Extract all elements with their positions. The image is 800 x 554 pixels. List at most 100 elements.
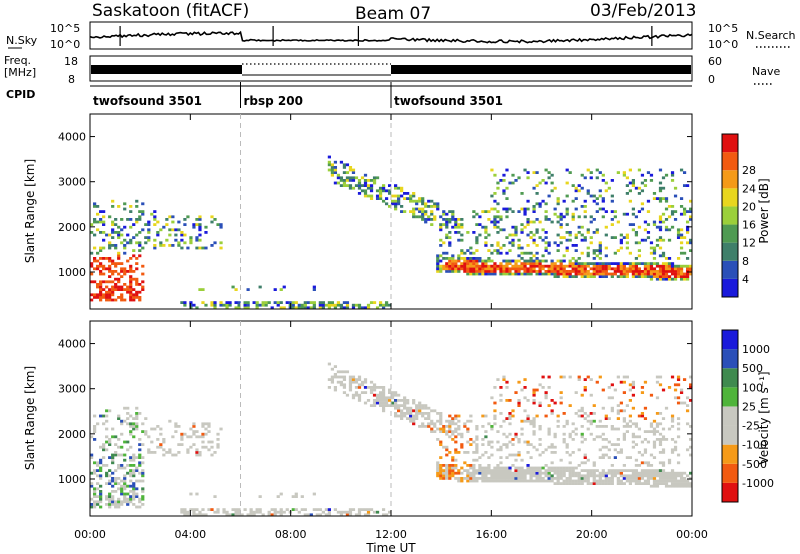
echo-cell xyxy=(508,471,512,475)
echo-cell xyxy=(643,270,648,273)
echo-cell xyxy=(658,199,663,203)
echo-cell xyxy=(445,270,449,273)
echo-cell xyxy=(90,272,94,276)
echo-cell xyxy=(123,497,127,501)
echo-cell xyxy=(303,513,307,517)
echo-cell xyxy=(394,401,398,405)
echo-cell xyxy=(673,471,678,475)
echo-cell xyxy=(357,179,362,182)
echo-cell xyxy=(433,409,437,413)
echo-cell xyxy=(99,264,103,268)
echo-cell xyxy=(550,409,554,413)
echo-cell xyxy=(529,456,533,459)
echo-cell xyxy=(652,419,657,423)
echo-cell xyxy=(378,197,383,200)
echo-cell xyxy=(544,474,548,478)
echo-cell xyxy=(496,448,500,452)
echo-cell xyxy=(589,171,593,174)
echo-cell xyxy=(339,306,344,310)
echo-cell xyxy=(129,456,133,459)
echo-cell xyxy=(556,275,560,278)
echo-cell xyxy=(360,184,365,187)
echo-cell xyxy=(676,257,681,260)
echo-cell xyxy=(616,417,620,420)
echo-cell xyxy=(523,440,527,444)
echo-cell xyxy=(451,225,455,229)
echo-cell xyxy=(318,301,322,304)
echo-cell xyxy=(430,409,434,413)
echo-cell xyxy=(658,471,663,475)
echo-cell xyxy=(372,388,377,392)
echo-cell xyxy=(436,419,440,423)
echo-cell xyxy=(526,466,530,470)
echo-cell xyxy=(391,393,395,397)
echo-cell xyxy=(96,283,100,286)
echo-cell xyxy=(571,430,575,433)
echo-cell xyxy=(159,427,163,431)
echo-cell xyxy=(436,461,440,465)
echo-cell xyxy=(436,469,440,472)
echo-cell xyxy=(487,257,491,260)
echo-cell xyxy=(514,262,518,265)
echo-cell xyxy=(177,443,181,446)
echo-cell xyxy=(451,471,455,475)
echo-cell xyxy=(481,469,485,472)
echo-cell xyxy=(535,466,539,470)
echo-cell xyxy=(117,233,121,237)
echo-cell xyxy=(108,241,112,245)
echo-cell xyxy=(580,267,584,271)
colorbar-tick-label: 20 xyxy=(742,200,756,213)
echo-cell xyxy=(523,207,527,211)
echo-cell xyxy=(99,257,103,260)
echo-cell xyxy=(670,417,675,420)
echo-cell xyxy=(466,464,470,467)
colorbar-tick-label: 500 xyxy=(742,362,763,375)
echo-cell xyxy=(556,272,560,276)
echo-cell xyxy=(384,401,389,405)
echo-cell xyxy=(682,251,687,255)
echo-cell xyxy=(574,275,578,278)
echo-cell xyxy=(102,443,106,446)
echo-cell xyxy=(384,399,389,402)
echo-cell xyxy=(111,495,115,498)
echo-cell xyxy=(123,270,127,273)
echo-cell xyxy=(457,259,461,263)
echo-cell xyxy=(565,231,569,234)
echo-cell xyxy=(108,215,112,219)
echo-cell xyxy=(99,298,103,302)
echo-cell xyxy=(177,425,181,428)
echo-cell xyxy=(99,220,103,224)
echo-cell xyxy=(655,438,660,441)
echo-cell xyxy=(129,275,133,278)
echo-cell xyxy=(135,412,139,415)
echo-cell xyxy=(243,301,247,304)
echo-cell xyxy=(514,458,518,462)
echo-cell xyxy=(475,435,479,439)
echo-cell xyxy=(655,412,660,415)
echo-cell xyxy=(583,272,587,276)
echo-cell xyxy=(499,425,503,428)
echo-cell xyxy=(123,479,127,483)
echo-cell xyxy=(372,386,377,389)
echo-cell xyxy=(354,176,359,180)
echo-cell xyxy=(532,220,536,224)
echo-cell xyxy=(547,432,551,436)
echo-cell xyxy=(520,223,524,226)
echo-cell xyxy=(339,513,344,517)
echo-cell xyxy=(667,427,672,431)
echo-cell xyxy=(138,215,142,219)
echo-cell xyxy=(132,427,136,431)
echo-cell xyxy=(129,283,133,286)
echo-cell xyxy=(451,469,455,472)
echo-cell xyxy=(114,244,118,247)
echo-cell xyxy=(487,422,491,426)
echo-cell xyxy=(424,417,428,420)
echo-cell xyxy=(547,251,551,255)
echo-cell xyxy=(619,275,623,278)
echo-cell xyxy=(505,210,509,213)
echo-cell xyxy=(406,409,410,413)
echo-cell xyxy=(493,223,497,226)
echo-cell xyxy=(147,236,151,239)
echo-cell xyxy=(553,262,557,265)
echo-cell xyxy=(445,218,449,221)
